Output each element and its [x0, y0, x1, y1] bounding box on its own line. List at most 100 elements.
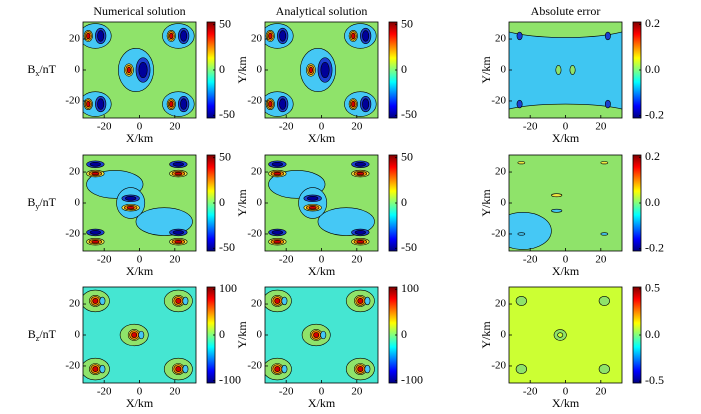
contour-region	[99, 364, 106, 374]
contour-region	[313, 332, 320, 338]
contour-region	[86, 100, 91, 108]
contour-region	[86, 32, 91, 40]
colorbar-tick-label: -50	[219, 107, 235, 121]
x-tick-label: -20	[523, 254, 538, 266]
contour-region	[557, 332, 564, 338]
contour-region	[182, 364, 189, 374]
contour-region	[308, 66, 313, 74]
contour-field	[265, 287, 378, 383]
colorbar-tick-label: 100	[401, 281, 419, 295]
colorbar-tick-label: 0	[219, 62, 225, 76]
contour-region	[357, 298, 364, 304]
contour-field	[509, 155, 622, 251]
y-tick-label: 20	[69, 298, 81, 310]
contour-region	[97, 98, 105, 110]
contour-region	[364, 364, 371, 374]
contour-region	[298, 187, 328, 219]
y-tick-label: 0	[75, 197, 81, 209]
contour-region	[138, 61, 148, 79]
panel: -20 0 20 -20 0 20 X/km Y/km -100 0 100	[235, 281, 423, 410]
y-axis-label-part: y	[35, 202, 39, 211]
x-axis-label: X/km	[126, 264, 154, 278]
x-tick-label: 20	[169, 254, 181, 266]
y-tick-label: 20	[495, 298, 507, 310]
contour-region	[604, 99, 611, 109]
contour-region	[126, 66, 131, 74]
colorbar-tick-label: -50	[401, 107, 417, 121]
contour-region	[279, 30, 287, 42]
colorbar-tick-label: 50	[219, 149, 231, 163]
y-tick-label: 0	[257, 329, 263, 341]
colorbar-tick-label: 0.2	[645, 16, 660, 30]
y-tick-label: -20	[491, 359, 506, 371]
contour-region	[317, 207, 375, 236]
contour-region	[516, 31, 523, 41]
contour-region	[354, 230, 366, 235]
x-tick-label: 0	[563, 254, 569, 266]
contour-region	[351, 100, 356, 108]
contour-region	[364, 296, 371, 306]
background	[509, 22, 622, 118]
y-axis-label-part: B	[27, 195, 35, 209]
colorbar-tick-label: 50	[401, 149, 413, 163]
contour-region	[273, 240, 282, 244]
contour-region	[91, 240, 100, 244]
contour-region	[551, 208, 563, 213]
contour-region	[169, 100, 174, 108]
colorbar-tick-label: 0	[401, 62, 407, 76]
y-axis-label: By/nT	[27, 195, 56, 212]
colorbar-tick-label: 0	[219, 327, 225, 341]
contour-region	[281, 364, 288, 374]
contour-region	[362, 98, 370, 110]
x-axis-label: X/km	[308, 396, 336, 410]
panel-title: Analytical solution	[276, 4, 368, 18]
contour-region	[551, 193, 563, 198]
contour-region	[131, 332, 138, 338]
contour-region	[354, 161, 366, 167]
panel: -20 0 20 -20 0 20 X/km Y/km -50 0 50	[235, 149, 417, 277]
y-axis-label-part: /nT	[39, 195, 56, 209]
x-tick-label: -20	[523, 121, 538, 133]
colorbar-tick-label: 0.2	[645, 149, 660, 163]
x-tick-label: -20	[97, 254, 112, 266]
contour-field	[265, 155, 378, 251]
y-tick-label: 20	[251, 33, 263, 45]
contour-region	[97, 30, 105, 42]
colorbar-tick-label: -0.2	[645, 240, 664, 254]
y-tick-label: -20	[65, 227, 80, 239]
contour-region	[180, 30, 188, 42]
contour-region	[356, 171, 365, 176]
y-tick-label: -20	[491, 94, 506, 106]
y-tick-label: -20	[247, 227, 262, 239]
contour-region	[515, 364, 527, 375]
contour-region	[172, 161, 184, 167]
colorbar-tick-label: 0.5	[645, 281, 660, 295]
x-tick-label: 20	[351, 254, 363, 266]
contour-region	[125, 196, 137, 201]
panel: -20 0 20 -20 0 20 X/km Y/km -0.5 0.0 0.5	[479, 281, 664, 410]
colorbar-tick-label: -100	[401, 372, 423, 386]
x-tick-label: 0	[563, 386, 569, 398]
contour-region	[357, 366, 364, 372]
contour-field	[265, 22, 378, 118]
contour-region	[268, 100, 273, 108]
y-tick-label: 0	[257, 197, 263, 209]
panel: -20 0 20 -20 0 20 X/km Y/km -0.2 0.0 0.2	[479, 149, 664, 278]
contour-field	[83, 22, 196, 118]
x-tick-label: -20	[279, 254, 294, 266]
x-tick-label: 20	[351, 386, 363, 398]
y-axis-label: Y/km	[479, 321, 493, 349]
contour-region	[517, 232, 526, 236]
colorbar-tick-label: 0.0	[645, 195, 660, 209]
contour-region	[362, 30, 370, 42]
x-axis-label: X/km	[126, 131, 154, 145]
contour-region	[555, 65, 562, 75]
contour-region	[320, 61, 330, 79]
y-tick-label: 0	[501, 64, 507, 76]
x-axis-label: X/km	[552, 396, 580, 410]
contour-region	[271, 230, 283, 235]
y-tick-label: -20	[491, 227, 506, 239]
x-tick-label: 0	[563, 121, 569, 133]
x-axis-label: X/km	[552, 264, 580, 278]
y-tick-label: 20	[495, 166, 507, 178]
